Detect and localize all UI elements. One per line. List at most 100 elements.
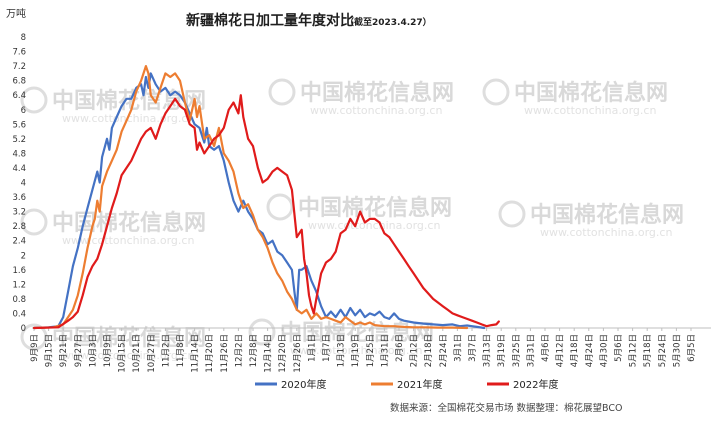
watermark-logo-icon <box>266 193 294 221</box>
y-tick-label: 3.6 <box>12 193 26 203</box>
series-line <box>32 94 500 330</box>
chart-title: 新疆棉花日加工量年度对比 <box>186 12 354 29</box>
y-tick-label: 8 <box>21 33 26 43</box>
watermark-text: 中国棉花信息网 <box>52 210 206 236</box>
series-line <box>32 64 469 330</box>
chart-subtitle: （截至2023.4.27） <box>345 16 432 28</box>
x-tick-label: 10月15日 <box>118 334 128 373</box>
y-tick-label: 0.8 <box>12 295 26 305</box>
x-tick-label: 5月24日 <box>658 334 668 367</box>
legend-item: 2020年度 <box>255 378 326 391</box>
x-tick-label: 3月31日 <box>526 334 536 367</box>
watermark-url: www.cottonchina.org.cn <box>290 344 422 357</box>
series-layer <box>32 64 500 330</box>
watermark-text: 中国棉花信息网 <box>298 195 452 221</box>
x-axis-ticks: 9月9日 9月15日 9月21日 9月27日 10月3日 10月9日 10月15日 10月21… <box>30 328 697 373</box>
y-tick-label: 4 <box>21 179 26 189</box>
watermark-url: www.cottonchina.org.cn <box>524 104 656 117</box>
x-tick-label: 2月6日 <box>395 334 405 362</box>
y-tick-label: 6 <box>21 106 26 116</box>
y-tick-label: 0.4 <box>12 309 26 319</box>
source-note: 数据来源：全国棉花交易市场 数据整理：棉花展望BCO <box>390 402 622 414</box>
x-tick-label: 1月25日 <box>366 334 376 367</box>
y-tick-label: 4.4 <box>12 164 26 174</box>
series-line <box>32 72 486 330</box>
watermark-logo-icon <box>20 86 48 114</box>
x-tick-label: 1月19日 <box>351 334 361 367</box>
chart-legend: 2020年度 2021年度 2022年度 <box>255 378 558 391</box>
x-tick-label: 1月1日 <box>307 334 317 362</box>
x-tick-label: 12月8日 <box>249 334 259 367</box>
x-tick-label: 4月12日 <box>556 334 566 367</box>
watermark-logo-icon <box>248 318 276 346</box>
x-tick-label: 11月26日 <box>220 334 230 373</box>
x-tick-label: 12月26日 <box>293 334 303 373</box>
x-tick-label: 12月14日 <box>264 334 274 373</box>
y-tick-label: 1.6 <box>12 266 26 276</box>
x-tick-label: 12月20日 <box>278 334 288 373</box>
x-tick-label: 5月30日 <box>672 334 682 367</box>
legend-label: 2022年度 <box>513 378 558 391</box>
x-tick-label: 11月14日 <box>191 334 201 373</box>
y-tick-label: 7.6 <box>12 48 26 58</box>
watermark-url: www.cottonchina.org.cn <box>540 226 672 239</box>
y-tick-label: 1.2 <box>12 280 26 290</box>
y-tick-label: 3.2 <box>12 208 26 218</box>
watermark-url: www.cottonchina.org.cn <box>308 219 440 232</box>
x-tick-label: 11月20日 <box>205 334 215 373</box>
y-tick-label: 5.6 <box>12 120 26 130</box>
watermark-text: 中国棉花信息网 <box>530 202 684 228</box>
x-tick-label: 2月18日 <box>424 334 434 367</box>
y-tick-label: 2.4 <box>12 237 26 247</box>
y-tick-label: 4.8 <box>12 149 26 159</box>
x-tick-label: 4月24日 <box>585 334 595 367</box>
x-tick-label: 5月12日 <box>629 334 639 367</box>
x-tick-label: 11月2日 <box>161 334 171 367</box>
x-tick-label: 3月25日 <box>512 334 522 367</box>
x-tick-label: 2月12日 <box>410 334 420 367</box>
y-tick-label: 2 <box>21 251 26 261</box>
y-tick-label: 6.4 <box>12 91 26 101</box>
x-tick-label: 10月27日 <box>147 334 157 373</box>
watermark-logo-icon <box>498 200 526 228</box>
x-tick-label: 10月3日 <box>88 334 98 367</box>
x-tick-label: 10月9日 <box>103 334 113 367</box>
watermark-url: www.cottonchina.org.cn <box>310 104 442 117</box>
watermark-text: 中国棉花信息网 <box>52 88 206 114</box>
legend-label: 2020年度 <box>281 378 326 391</box>
x-tick-label: 9月9日 <box>30 334 40 362</box>
x-tick-label: 11月8日 <box>176 334 186 367</box>
x-tick-label: 1月31日 <box>380 334 390 367</box>
x-tick-label: 2月24日 <box>439 334 449 367</box>
x-tick-label: 1月13日 <box>337 334 347 367</box>
x-tick-label: 12月2日 <box>234 334 244 367</box>
x-tick-label: 9月15日 <box>45 334 55 367</box>
watermark-text: 中国棉花信息网 <box>300 80 454 106</box>
x-tick-label: 5月6日 <box>614 334 624 362</box>
watermark-layer: 中国棉花信息网www.cottonchina.org.cn中国棉花信息网www.… <box>20 78 684 362</box>
x-tick-label: 3月7日 <box>468 334 478 362</box>
x-tick-label: 6月5日 <box>687 334 697 362</box>
x-tick-label: 4月18日 <box>570 334 580 367</box>
y-axis-ticks: 0 0.4 0.8 1.2 1.6 2 2.4 2.8 3.2 3.6 4 4.4 4.8 5.2 5.6 6… <box>12 33 26 334</box>
legend-item: 2021年度 <box>371 378 442 391</box>
x-tick-label: 3月13日 <box>483 334 493 367</box>
y-tick-label: 6.8 <box>12 77 26 87</box>
x-tick-label: 4月30日 <box>599 334 609 367</box>
y-axis-unit-label: 万吨 <box>6 7 26 20</box>
x-tick-label: 1月7日 <box>322 334 332 362</box>
watermark-url: www.cottonchina.org.cn <box>62 349 194 362</box>
x-tick-label: 9月21日 <box>59 334 69 367</box>
y-tick-label: 0 <box>21 324 26 334</box>
x-tick-label: 9月27日 <box>74 334 84 367</box>
x-tick-label: 10月21日 <box>132 334 142 373</box>
watermark-url: www.cottonchina.org.cn <box>62 234 194 247</box>
watermark-text: 中国棉花信息网 <box>514 80 668 106</box>
watermark-logo-icon <box>20 208 48 236</box>
